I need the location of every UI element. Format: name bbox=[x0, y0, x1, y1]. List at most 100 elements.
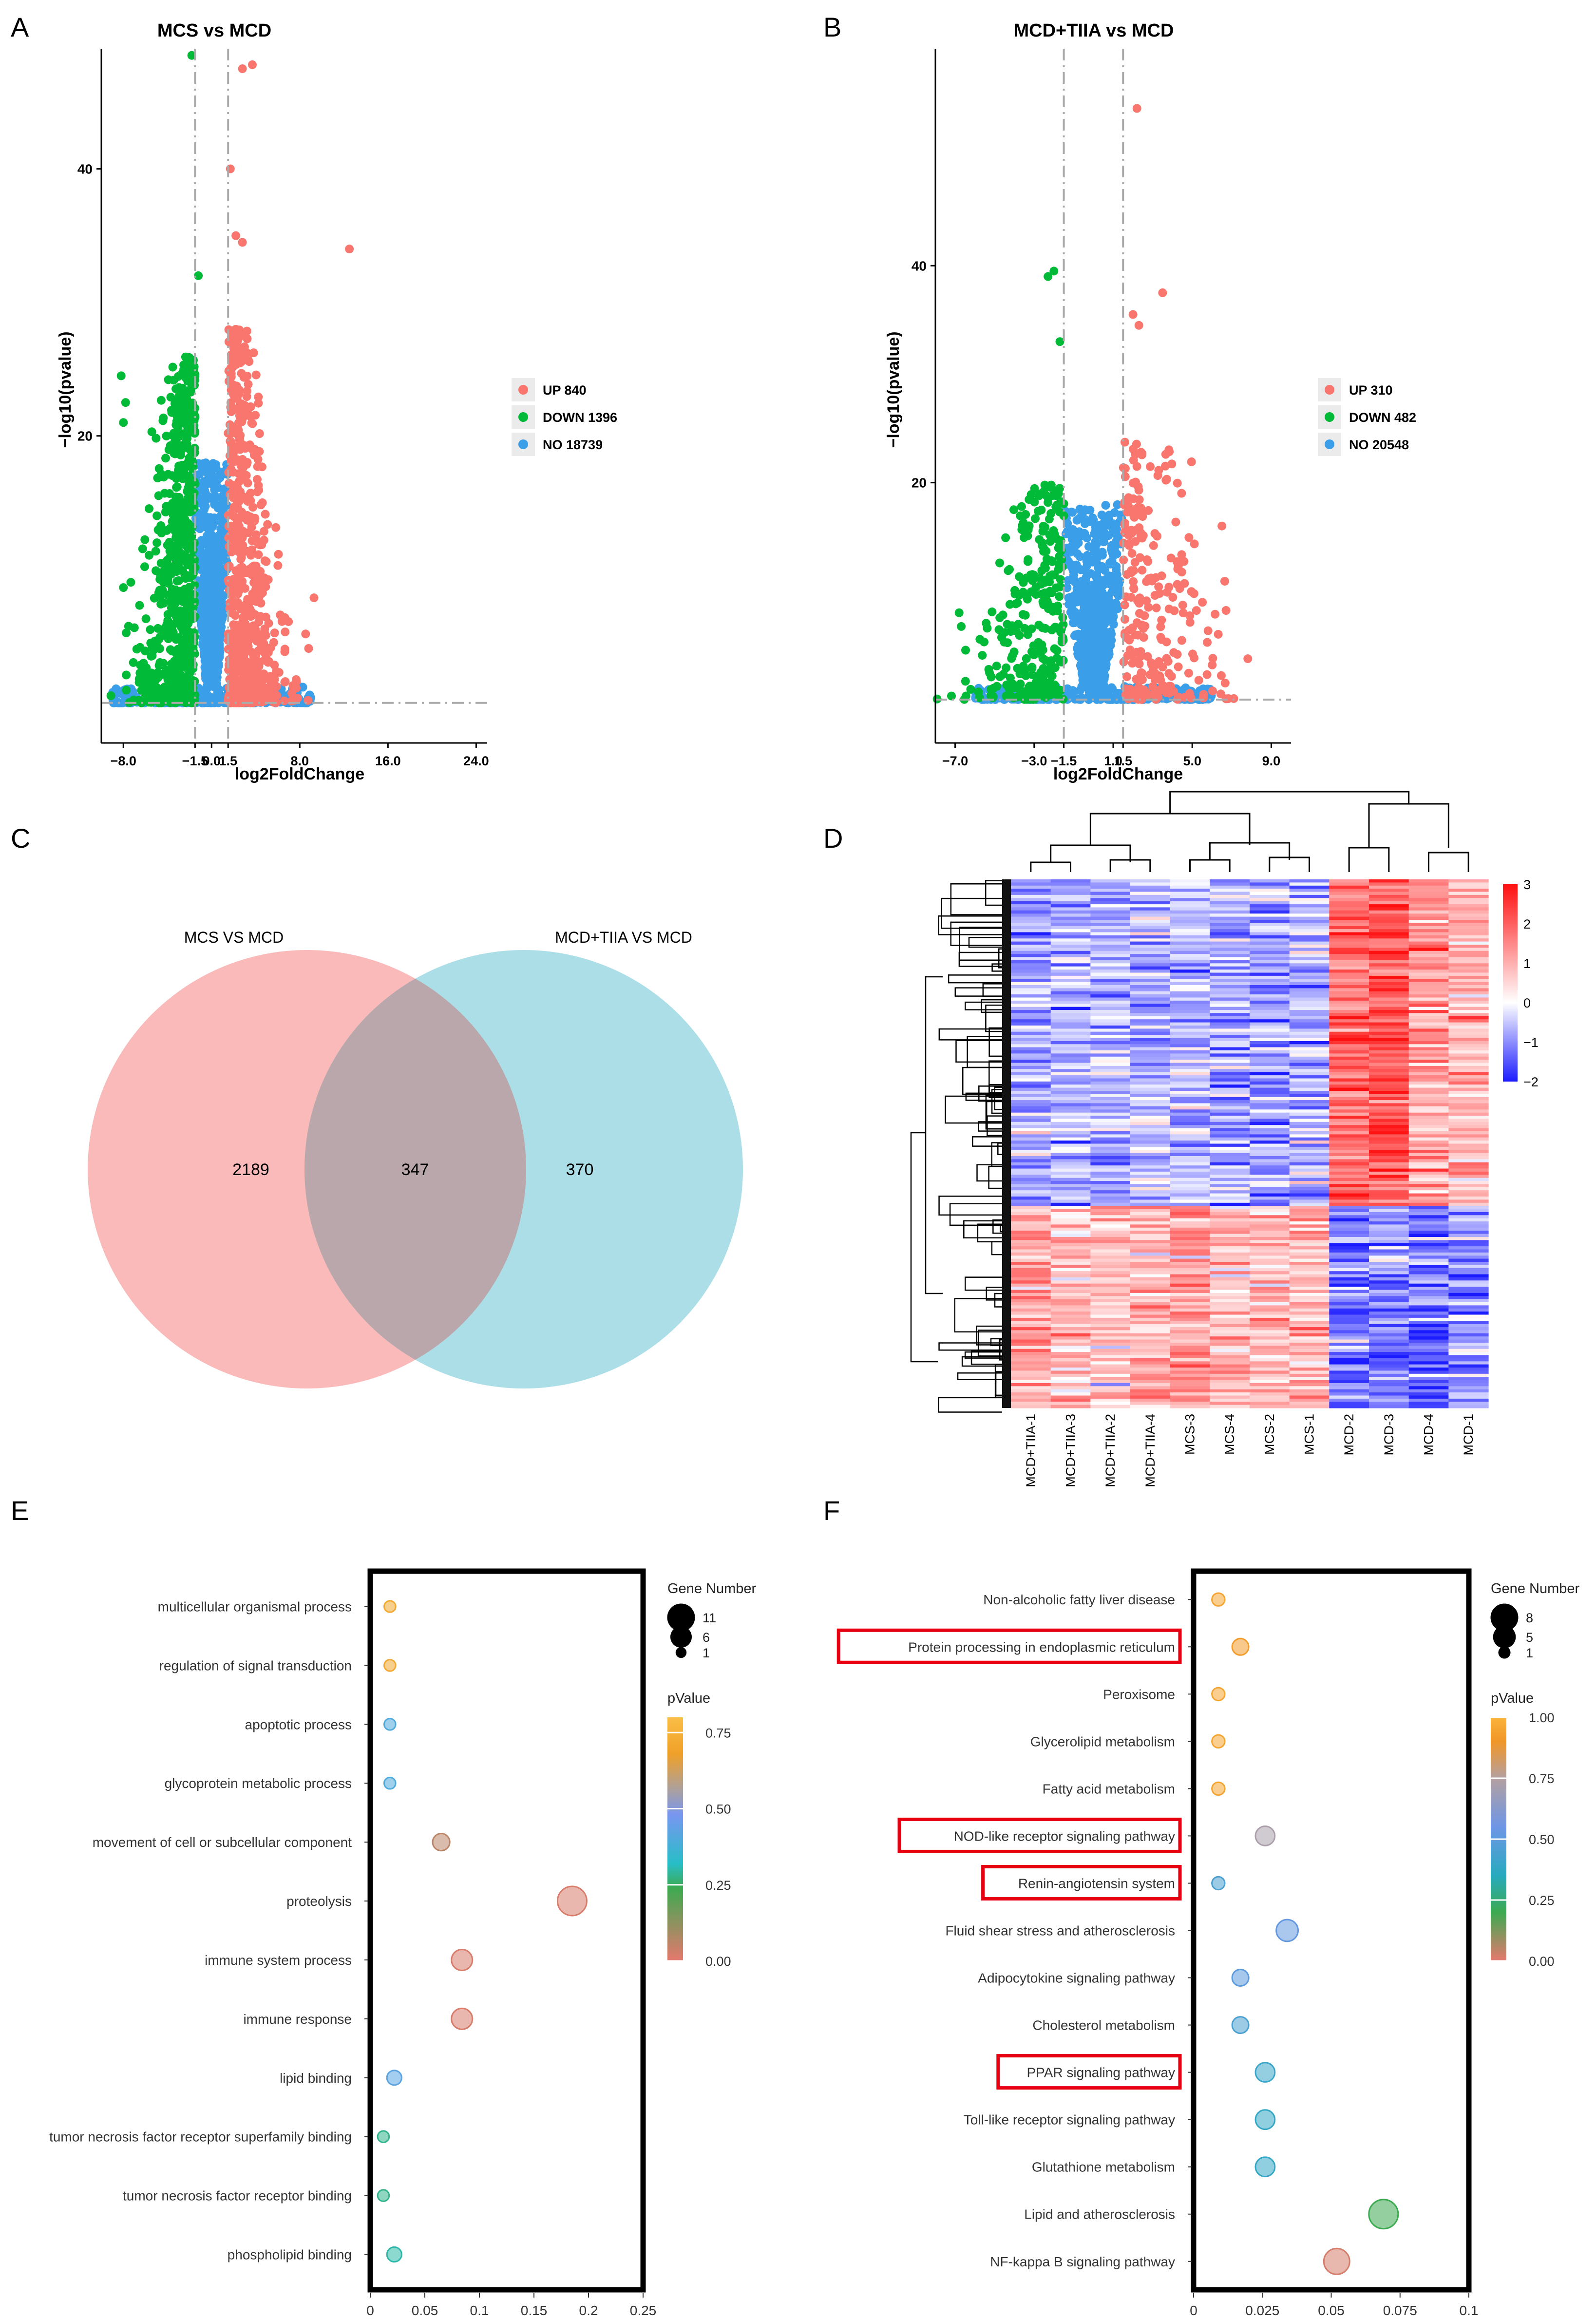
data-point bbox=[1022, 654, 1031, 663]
heatmap-cell bbox=[1090, 1131, 1131, 1135]
data-point bbox=[207, 532, 216, 541]
heatmap-cell bbox=[1250, 1047, 1290, 1051]
heatmap-cell bbox=[1090, 991, 1131, 995]
heatmap-cell bbox=[1369, 985, 1409, 988]
heatmap-cell bbox=[1289, 1063, 1330, 1066]
heatmap-cell bbox=[1250, 901, 1290, 905]
heatmap-cell bbox=[1329, 1028, 1369, 1032]
data-point bbox=[140, 562, 149, 571]
legend-swatch bbox=[1325, 412, 1334, 422]
heatmap-cell bbox=[1289, 994, 1330, 998]
heatmap-cell bbox=[1408, 885, 1449, 889]
heatmap-cell bbox=[1170, 1137, 1210, 1141]
heatmap-cell bbox=[1130, 972, 1171, 976]
heatmap-cell bbox=[1170, 1097, 1210, 1101]
data-point bbox=[165, 505, 174, 514]
heatmap-cell bbox=[1130, 1100, 1171, 1104]
heatmap-cell bbox=[1329, 1010, 1369, 1014]
heatmap-cell bbox=[1408, 920, 1449, 923]
heatmap-cell bbox=[1050, 994, 1091, 998]
heatmap-cell bbox=[1289, 1175, 1330, 1179]
heatmap-cell bbox=[1170, 1168, 1210, 1172]
data-point bbox=[184, 456, 193, 466]
data-point bbox=[1177, 636, 1186, 645]
heatmap-cell bbox=[1289, 1165, 1330, 1169]
heatmap-cell bbox=[1408, 991, 1449, 995]
heatmap-cell bbox=[1250, 1087, 1290, 1091]
heatmap-cell bbox=[1408, 1019, 1449, 1023]
panel-letter-c: C bbox=[11, 823, 30, 854]
data-point bbox=[271, 523, 281, 532]
data-point bbox=[199, 624, 208, 633]
data-point bbox=[153, 671, 162, 680]
data-point bbox=[1132, 439, 1141, 449]
heatmap-cell bbox=[1369, 1137, 1409, 1141]
data-point bbox=[1135, 659, 1144, 668]
heatmap-cell bbox=[1329, 1150, 1369, 1154]
heatmap-cell bbox=[1170, 1094, 1210, 1098]
heatmap-cell bbox=[1170, 889, 1210, 893]
heatmap-cell bbox=[1329, 1168, 1369, 1172]
heatmap-cell bbox=[1011, 994, 1051, 998]
heatmap-cell bbox=[1448, 1116, 1489, 1120]
heatmap-cell bbox=[1130, 1041, 1171, 1045]
heatmap-cell bbox=[1369, 1181, 1409, 1185]
heatmap-cell bbox=[1329, 1072, 1369, 1076]
data-point bbox=[171, 384, 181, 394]
heatmap-cell bbox=[1408, 1143, 1449, 1147]
heatmap-cell bbox=[1011, 882, 1051, 886]
heatmap-cell bbox=[1090, 1041, 1131, 1045]
heatmap-cell bbox=[1289, 997, 1330, 1001]
heatmap-cell bbox=[1090, 1165, 1131, 1169]
data-point bbox=[163, 610, 172, 619]
heatmap-cell bbox=[1329, 1100, 1369, 1104]
heatmap-cell bbox=[1090, 1137, 1131, 1141]
heatmap-cell bbox=[1130, 1181, 1171, 1185]
heatmap-cell bbox=[1090, 898, 1131, 902]
data-point bbox=[181, 535, 190, 545]
heatmap-cell bbox=[1011, 960, 1051, 964]
data-point bbox=[152, 511, 162, 520]
data-point bbox=[1046, 661, 1056, 670]
heatmap-cell bbox=[1130, 1143, 1171, 1147]
data-point bbox=[178, 511, 187, 520]
heatmap-cell bbox=[1170, 1044, 1210, 1048]
heatmap-cell bbox=[1289, 1119, 1330, 1122]
heatmap-cell bbox=[1011, 1153, 1051, 1157]
data-point bbox=[1006, 673, 1015, 683]
data-point bbox=[126, 578, 135, 587]
data-point bbox=[1044, 272, 1053, 281]
heatmap-cell bbox=[1090, 960, 1131, 964]
data-point bbox=[159, 473, 168, 482]
data-point bbox=[1174, 662, 1183, 671]
data-point bbox=[207, 607, 216, 616]
data-point bbox=[995, 613, 1005, 622]
heatmap-cell bbox=[1130, 1094, 1171, 1098]
heatmap-cell bbox=[1090, 979, 1131, 983]
heatmap-cell bbox=[1250, 1106, 1290, 1110]
heatmap-cell bbox=[1448, 885, 1489, 889]
heatmap-cell bbox=[1448, 985, 1489, 988]
heatmap-cell bbox=[1448, 1106, 1489, 1110]
heatmap-cell bbox=[1050, 1103, 1091, 1107]
data-point bbox=[301, 629, 310, 639]
data-point bbox=[1100, 566, 1109, 575]
data-point bbox=[995, 558, 1004, 568]
heatmap-cell bbox=[1011, 920, 1051, 923]
heatmap-cell bbox=[1289, 1007, 1330, 1010]
data-point bbox=[1167, 459, 1177, 469]
heatmap-cell bbox=[1011, 938, 1051, 942]
data-point bbox=[1129, 456, 1138, 465]
heatmap-cell bbox=[1448, 972, 1489, 976]
data-point bbox=[239, 475, 248, 484]
heatmap-cell bbox=[1090, 963, 1131, 967]
heatmap-cell bbox=[1210, 954, 1250, 958]
heatmap-cell bbox=[1090, 1065, 1131, 1069]
heatmap-cell bbox=[1369, 1097, 1409, 1101]
data-point bbox=[234, 419, 243, 428]
heatmap-cell bbox=[1011, 1131, 1051, 1135]
heatmap-cell bbox=[1050, 1050, 1091, 1054]
data-point bbox=[185, 353, 194, 362]
data-point bbox=[1155, 589, 1164, 598]
heatmap-cell bbox=[1329, 941, 1369, 945]
